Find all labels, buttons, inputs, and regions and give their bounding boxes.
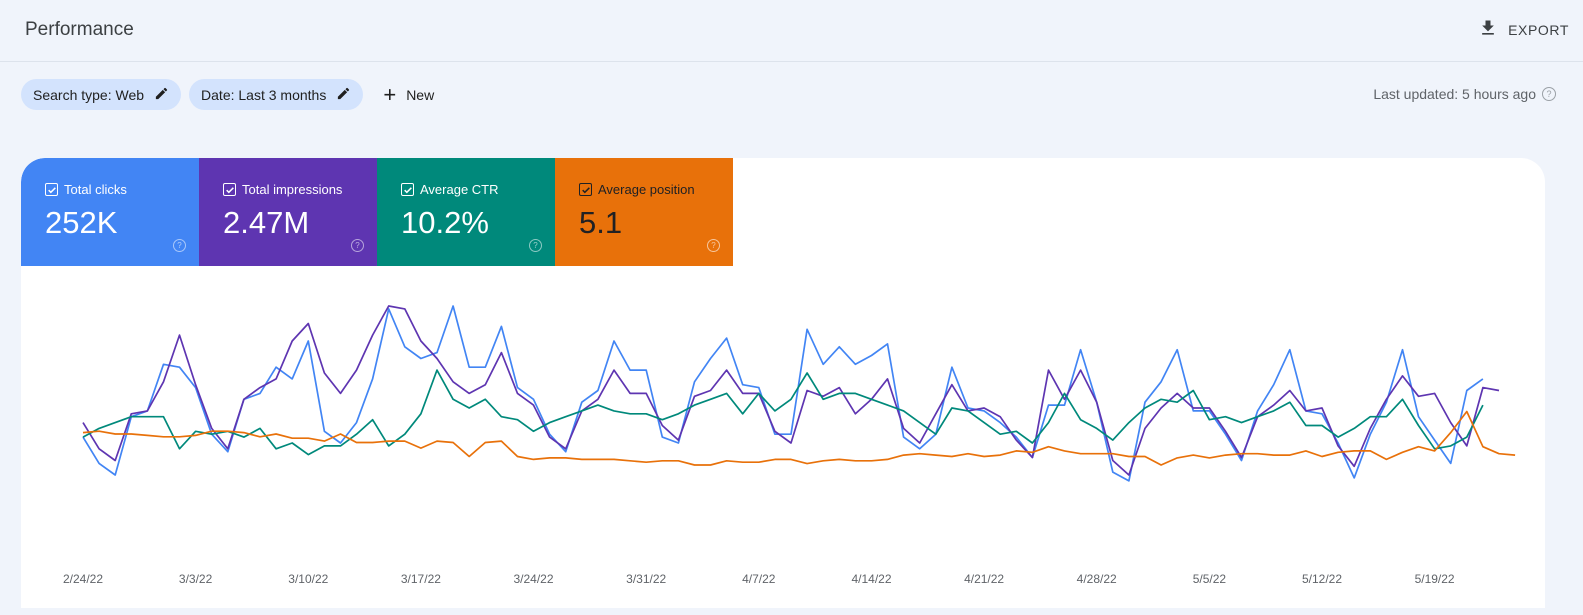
x-tick-label: 5/12/22 (1302, 572, 1342, 586)
metric-value: 10.2% (401, 205, 489, 240)
series-line-total-impressions (82, 305, 1500, 476)
metric-average-ctr[interactable]: Average CTR 10.2% ? (377, 158, 555, 266)
metric-label: Average position (598, 182, 695, 197)
checkbox-icon[interactable] (579, 183, 592, 196)
x-tick-label: 3/10/22 (288, 572, 328, 586)
export-button[interactable]: EXPORT (1478, 18, 1569, 41)
metric-label: Total impressions (242, 182, 343, 197)
x-tick-label: 3/17/22 (401, 572, 441, 586)
metric-average-position[interactable]: Average position 5.1 ? (555, 158, 733, 266)
x-tick-label: 5/19/22 (1415, 572, 1455, 586)
x-tick-label: 3/24/22 (513, 572, 553, 586)
help-icon[interactable]: ? (1542, 87, 1556, 101)
new-filter-label: New (406, 86, 435, 103)
metric-total-clicks[interactable]: Total clicks 252K ? (21, 158, 199, 266)
page-header: Performance EXPORT (0, 0, 1583, 62)
checkbox-icon[interactable] (223, 183, 236, 196)
metric-tabs: Total clicks 252K ? Total impressions 2.… (21, 158, 733, 266)
series-line-average-ctr (82, 369, 1484, 456)
filter-bar: Search type: Web Date: Last 3 months + N… (21, 79, 434, 110)
x-tick-label: 3/3/22 (179, 572, 213, 586)
x-tick-label: 4/21/22 (964, 572, 1004, 586)
x-tick-label: 2/24/22 (63, 572, 103, 586)
date-label: Date: Last 3 months (201, 86, 327, 103)
checkbox-icon[interactable] (45, 183, 58, 196)
download-icon (1478, 18, 1498, 41)
metric-label: Average CTR (420, 182, 499, 197)
last-updated: Last updated: 5 hours ago ? (1373, 86, 1556, 102)
help-icon[interactable]: ? (173, 239, 186, 252)
help-icon[interactable]: ? (707, 239, 720, 252)
plus-icon: + (383, 81, 397, 107)
help-icon[interactable]: ? (529, 239, 542, 252)
metric-value: 5.1 (579, 205, 623, 240)
metric-value: 2.47M (223, 205, 310, 240)
series-line-average-position (82, 410, 1516, 466)
search-type-label: Search type: Web (33, 86, 145, 103)
checkbox-icon[interactable] (401, 183, 414, 196)
edit-icon (336, 86, 351, 104)
page-title: Performance (25, 19, 134, 40)
x-tick-label: 4/14/22 (851, 572, 891, 586)
metric-label: Total clicks (64, 182, 127, 197)
x-tick-label: 3/31/22 (626, 572, 666, 586)
performance-card: 2/24/22 3/3/22 3/10/22 3/17/22 3/24/22 3/31/2… (21, 158, 1545, 608)
help-icon[interactable]: ? (351, 239, 364, 252)
last-updated-text: Last updated: 5 hours ago (1373, 86, 1536, 102)
search-type-chip[interactable]: Search type: Web (21, 79, 182, 110)
metric-value: 252K (45, 205, 118, 240)
metric-total-impressions[interactable]: Total impressions 2.47M ? (199, 158, 377, 266)
x-tick-label: 4/7/22 (742, 572, 776, 586)
x-tick-label: 5/5/22 (1193, 572, 1227, 586)
new-filter-button[interactable]: + New (383, 81, 435, 107)
performance-chart: 2/24/22 3/3/22 3/10/22 3/17/22 3/24/22 3/31/2… (63, 305, 1516, 586)
export-label: EXPORT (1508, 21, 1569, 38)
x-tick-label: 4/28/22 (1077, 572, 1117, 586)
date-chip[interactable]: Date: Last 3 months (189, 79, 364, 110)
edit-icon (154, 86, 169, 104)
